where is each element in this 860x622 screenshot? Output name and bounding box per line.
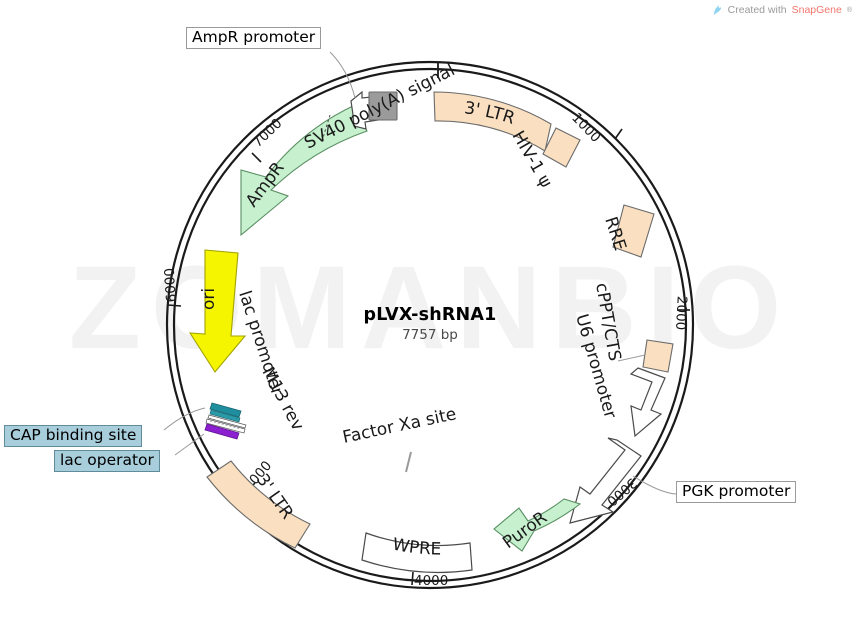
callout-cap-binding-site[interactable]: CAP binding site — [4, 425, 143, 448]
credit-registered: ® — [846, 6, 852, 14]
feature-lac-operator-bar[interactable] — [204, 423, 240, 440]
ruler-tick-7000: 7000 — [250, 115, 286, 163]
snapgene-credit: Created with SnapGene ® — [712, 4, 852, 16]
feature-label-ori: ori — [199, 288, 219, 310]
credit-brand: SnapGene — [791, 4, 842, 16]
callout-pgk-promoter[interactable]: PGK promoter — [676, 481, 797, 504]
plasmid-backbone — [165, 60, 695, 590]
ruler-label-6000: 6000 — [162, 267, 180, 302]
feature-ori[interactable]: ori — [188, 249, 247, 373]
ruler-tick-4000: 4000 — [411, 571, 448, 589]
feature-factor-xa-site[interactable]: Factor Xa site — [341, 404, 458, 473]
feature-bar-cluster[interactable] — [163, 402, 247, 456]
ruler-tick-6000: 6000 — [162, 267, 182, 307]
feature-ltr3-top[interactable]: 3' LTR — [433, 91, 556, 152]
plasmid-center-label: pLVX-shRNA1 7757 bp — [0, 305, 860, 343]
plasmid-size: 7757 bp — [402, 327, 458, 343]
snapgene-logo-icon — [712, 4, 723, 16]
feature-rre[interactable]: RRE — [600, 204, 655, 258]
callout-lac-operator[interactable]: lac operator — [54, 450, 160, 473]
ruler-label-4000: 4000 — [414, 573, 448, 589]
feature-m13-rev-bar[interactable] — [205, 418, 246, 434]
ruler-label-7000: 7000 — [250, 115, 286, 150]
feature-puror[interactable]: PuroR — [493, 498, 582, 553]
plasmid-name: pLVX-shRNA1 — [363, 305, 497, 325]
credit-prefix: Created with — [727, 4, 787, 16]
feature-label-factor-xa-site: Factor Xa site — [341, 404, 458, 448]
ruler-label-2000: 2000 — [672, 295, 690, 330]
feature-lac-promoter-bar[interactable] — [207, 409, 247, 429]
feature-wpre[interactable]: WPRE — [361, 532, 474, 573]
callout-ampr-promoter[interactable]: AmpR promoter — [186, 27, 322, 50]
feature-cap-binding-site[interactable] — [209, 402, 242, 418]
ruler-tick-2000: 2000 — [672, 295, 690, 331]
